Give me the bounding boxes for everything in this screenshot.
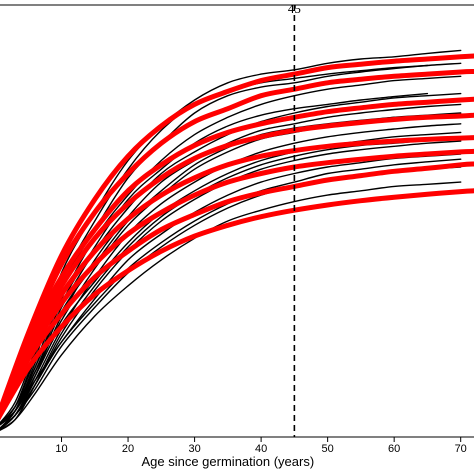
observed-curve-10: [0, 153, 462, 426]
fitted-curve-4: [0, 112, 474, 419]
x-axis-ticks: 10 20 30 40 50 60 70: [55, 437, 467, 455]
x-tick-label-10: 10: [55, 443, 67, 455]
axes-frame: [0, 4, 474, 438]
fitted-curve-1: [0, 53, 474, 418]
x-tick-label-40: 40: [255, 443, 267, 455]
fitted-curve-5: [0, 135, 474, 419]
x-tick-label-30: 30: [188, 443, 200, 455]
fitted-curve-6: [0, 148, 474, 420]
reference-line-group: 45: [288, 1, 301, 437]
fitted-curve-8: [0, 188, 474, 421]
observed-curve-17: [0, 158, 462, 430]
x-tick-label-70: 70: [455, 443, 467, 455]
fitted-curve-3: [0, 96, 474, 419]
x-tick-label-20: 20: [122, 443, 134, 455]
reference-line-label: 45: [288, 1, 301, 16]
x-tick-label-60: 60: [388, 443, 400, 455]
fitted-curve-2: [0, 69, 474, 418]
x-axis-title: Age since germination (years): [141, 454, 314, 469]
fitted-curve-7: [0, 161, 474, 420]
plot-area: [0, 49, 474, 431]
observed-curve-8: [0, 131, 462, 426]
x-tick-label-50: 50: [322, 443, 334, 455]
